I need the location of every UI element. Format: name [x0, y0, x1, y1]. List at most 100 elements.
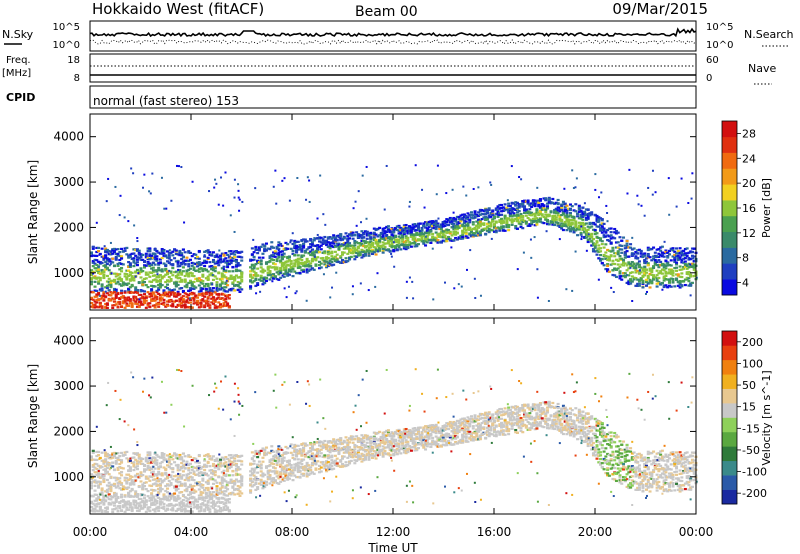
power-point	[507, 211, 511, 214]
power-point	[425, 234, 429, 237]
power-point	[378, 241, 382, 244]
power-point	[531, 213, 535, 216]
velocity-point	[141, 462, 145, 466]
power-point	[521, 220, 525, 224]
power-point	[213, 299, 217, 302]
power-point	[457, 226, 461, 229]
power-point	[363, 230, 367, 233]
power-point	[98, 294, 101, 297]
velocity-point	[203, 463, 207, 466]
power-point	[503, 203, 507, 206]
power-point	[424, 240, 428, 243]
velocity-point	[190, 485, 194, 488]
power-point	[266, 274, 270, 277]
power-point	[208, 253, 212, 256]
power-point	[671, 271, 675, 275]
power-point	[519, 216, 523, 219]
power-point	[632, 278, 636, 281]
power-point	[197, 306, 201, 309]
power-point	[431, 247, 434, 250]
power-point	[298, 261, 302, 265]
power-point	[505, 206, 509, 209]
velocity-point	[167, 461, 171, 464]
power-point	[413, 245, 417, 248]
power-point	[657, 248, 661, 251]
power-point	[363, 254, 367, 257]
power-point	[454, 218, 458, 221]
velocity-point	[95, 473, 99, 477]
power-point	[330, 257, 334, 260]
power-point	[132, 299, 136, 302]
velocity-point	[180, 456, 184, 459]
power-point	[614, 246, 618, 249]
power-point	[224, 251, 228, 255]
power-point	[637, 248, 641, 251]
power-point	[167, 257, 171, 260]
power-point	[388, 239, 392, 243]
power-point	[222, 302, 226, 305]
power-point	[540, 214, 544, 217]
velocity-point	[196, 459, 200, 463]
power-point	[447, 223, 451, 227]
power-point	[215, 277, 219, 280]
power-point	[531, 202, 535, 205]
power-point	[309, 237, 313, 241]
power-point	[166, 283, 170, 286]
power-point	[183, 280, 187, 283]
power-point	[544, 208, 548, 211]
power-point	[197, 284, 201, 287]
power-point	[542, 207, 546, 210]
power-point	[652, 277, 656, 280]
power-point	[173, 293, 177, 296]
power-point	[385, 242, 389, 245]
power-point	[657, 259, 661, 262]
power-point	[293, 244, 297, 247]
power-point	[160, 252, 164, 255]
power-point	[192, 266, 196, 269]
velocity-point	[181, 470, 185, 473]
power-point	[660, 245, 664, 248]
power-point	[685, 267, 689, 270]
power-point	[471, 223, 475, 226]
power-point	[210, 301, 214, 304]
power-point	[353, 242, 357, 245]
power-point	[420, 240, 424, 243]
power-point	[632, 276, 636, 279]
power-point	[353, 244, 357, 247]
power-point	[332, 256, 336, 259]
power-point	[335, 234, 339, 238]
velocity-point	[125, 487, 129, 490]
power-point	[153, 252, 157, 256]
power-point	[667, 278, 671, 281]
power-point	[593, 243, 597, 246]
power-point	[164, 273, 168, 276]
power-point	[144, 252, 148, 255]
power-point	[250, 258, 254, 262]
power-point	[623, 244, 626, 247]
power-point	[296, 262, 300, 265]
power-point	[355, 251, 359, 255]
power-point	[448, 232, 452, 235]
power-point	[473, 226, 477, 229]
power-point	[498, 213, 502, 217]
power-point	[646, 248, 650, 252]
power-point	[427, 238, 431, 242]
power-point	[593, 244, 597, 248]
power-point	[102, 276, 106, 280]
power-point	[448, 230, 452, 233]
power-point	[181, 270, 185, 273]
power-point	[471, 232, 475, 235]
power-point	[358, 244, 362, 247]
power-point	[323, 260, 327, 263]
power-point	[314, 237, 318, 240]
power-point	[588, 212, 592, 215]
power-point	[107, 177, 110, 180]
power-point	[330, 252, 334, 255]
power-point	[203, 261, 207, 264]
velocity-point	[128, 475, 132, 478]
power-point	[264, 242, 268, 245]
power-point	[574, 229, 578, 232]
power-point	[413, 234, 417, 237]
power-point	[383, 230, 387, 233]
velocity-point	[150, 475, 154, 479]
